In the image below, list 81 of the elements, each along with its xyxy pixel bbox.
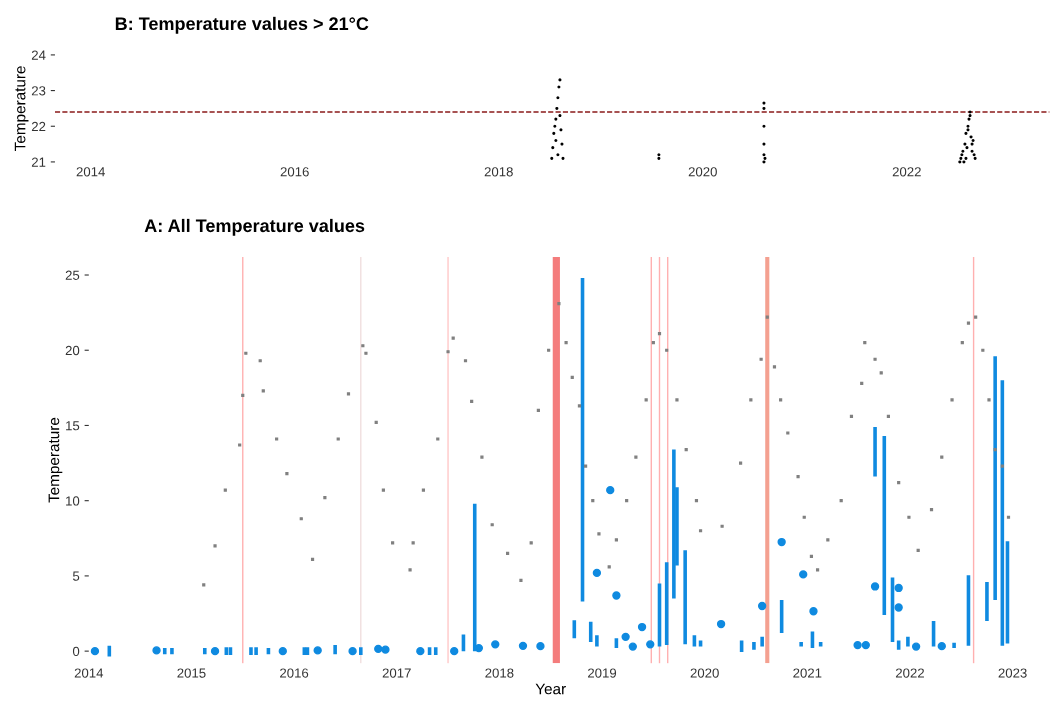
x-tick-label: 2018 bbox=[485, 668, 514, 678]
point bbox=[374, 644, 383, 654]
x-axis-title: Year bbox=[535, 683, 566, 695]
chart-title: B: Temperature values > 21°C bbox=[115, 16, 369, 34]
x-tick-label: 2022 bbox=[895, 668, 924, 678]
x-tick-label: 2022 bbox=[892, 167, 921, 177]
point bbox=[853, 640, 862, 650]
point bbox=[646, 640, 655, 649]
point bbox=[637, 622, 647, 632]
chart-title: A: All Temperature values bbox=[144, 218, 365, 236]
point bbox=[612, 591, 621, 600]
point bbox=[621, 632, 630, 642]
point bbox=[536, 642, 545, 651]
bar bbox=[672, 449, 676, 599]
point bbox=[450, 646, 459, 656]
point bbox=[518, 641, 528, 651]
point bbox=[809, 607, 818, 616]
x-tick-label: 2016 bbox=[280, 668, 309, 678]
point bbox=[870, 582, 880, 591]
bar bbox=[993, 356, 997, 600]
y-tick-label: 0 bbox=[72, 646, 80, 657]
point bbox=[861, 640, 870, 650]
y-tick-label: 24 bbox=[31, 50, 46, 60]
x-tick-label: 2021 bbox=[793, 668, 822, 678]
y-axis-title: Temperature bbox=[48, 417, 63, 503]
point bbox=[210, 646, 220, 656]
x-tick-label: 2019 bbox=[588, 668, 617, 678]
x-tick-label: 2018 bbox=[484, 167, 513, 177]
bar bbox=[333, 645, 337, 655]
x-tick-label: 2016 bbox=[280, 167, 309, 177]
x-tick-label: 2020 bbox=[688, 167, 717, 177]
point bbox=[313, 646, 322, 655]
y-tick-label: 10 bbox=[66, 496, 80, 506]
x-tick-label: 2017 bbox=[382, 668, 411, 678]
y-tick-label: 20 bbox=[65, 345, 80, 356]
point bbox=[381, 645, 390, 654]
bar bbox=[752, 642, 756, 650]
y-axis-title: Temperature bbox=[14, 66, 29, 151]
x-tick-label: 2023 bbox=[998, 668, 1027, 678]
point bbox=[90, 646, 100, 656]
point bbox=[416, 646, 425, 656]
point bbox=[592, 568, 602, 578]
y-tick-label: 15 bbox=[66, 421, 80, 431]
point bbox=[757, 601, 767, 611]
bar bbox=[433, 647, 438, 655]
bar bbox=[760, 636, 764, 647]
bar bbox=[873, 426, 877, 477]
x-tick-label: 2015 bbox=[177, 668, 206, 678]
bar bbox=[202, 648, 207, 655]
point bbox=[491, 640, 500, 649]
point bbox=[348, 646, 357, 656]
bar bbox=[595, 635, 599, 647]
point bbox=[937, 642, 946, 651]
y-tick-label: 21 bbox=[31, 157, 46, 167]
point bbox=[894, 583, 903, 593]
bar bbox=[170, 648, 174, 655]
point bbox=[152, 646, 161, 655]
y-tick-label: 5 bbox=[72, 571, 80, 581]
y-tick-label: 22 bbox=[31, 121, 46, 132]
point bbox=[799, 570, 808, 579]
point bbox=[777, 537, 786, 547]
x-tick-label: 2014 bbox=[76, 167, 105, 177]
bar bbox=[162, 648, 167, 655]
x-tick-label: 2014 bbox=[74, 668, 104, 678]
bar bbox=[818, 642, 823, 647]
bar bbox=[588, 621, 593, 643]
point bbox=[716, 619, 726, 629]
point bbox=[606, 485, 615, 495]
bar bbox=[985, 581, 989, 622]
y-tick-label: 25 bbox=[65, 270, 80, 280]
point bbox=[628, 642, 637, 651]
point bbox=[278, 646, 287, 656]
bar bbox=[906, 636, 910, 647]
x-tick-label: 2020 bbox=[690, 668, 719, 678]
point bbox=[911, 642, 921, 651]
bar bbox=[799, 642, 803, 647]
bar bbox=[359, 647, 363, 655]
bar bbox=[952, 642, 956, 649]
point bbox=[894, 603, 903, 612]
y-tick-label: 23 bbox=[31, 86, 46, 96]
bar bbox=[683, 550, 687, 645]
